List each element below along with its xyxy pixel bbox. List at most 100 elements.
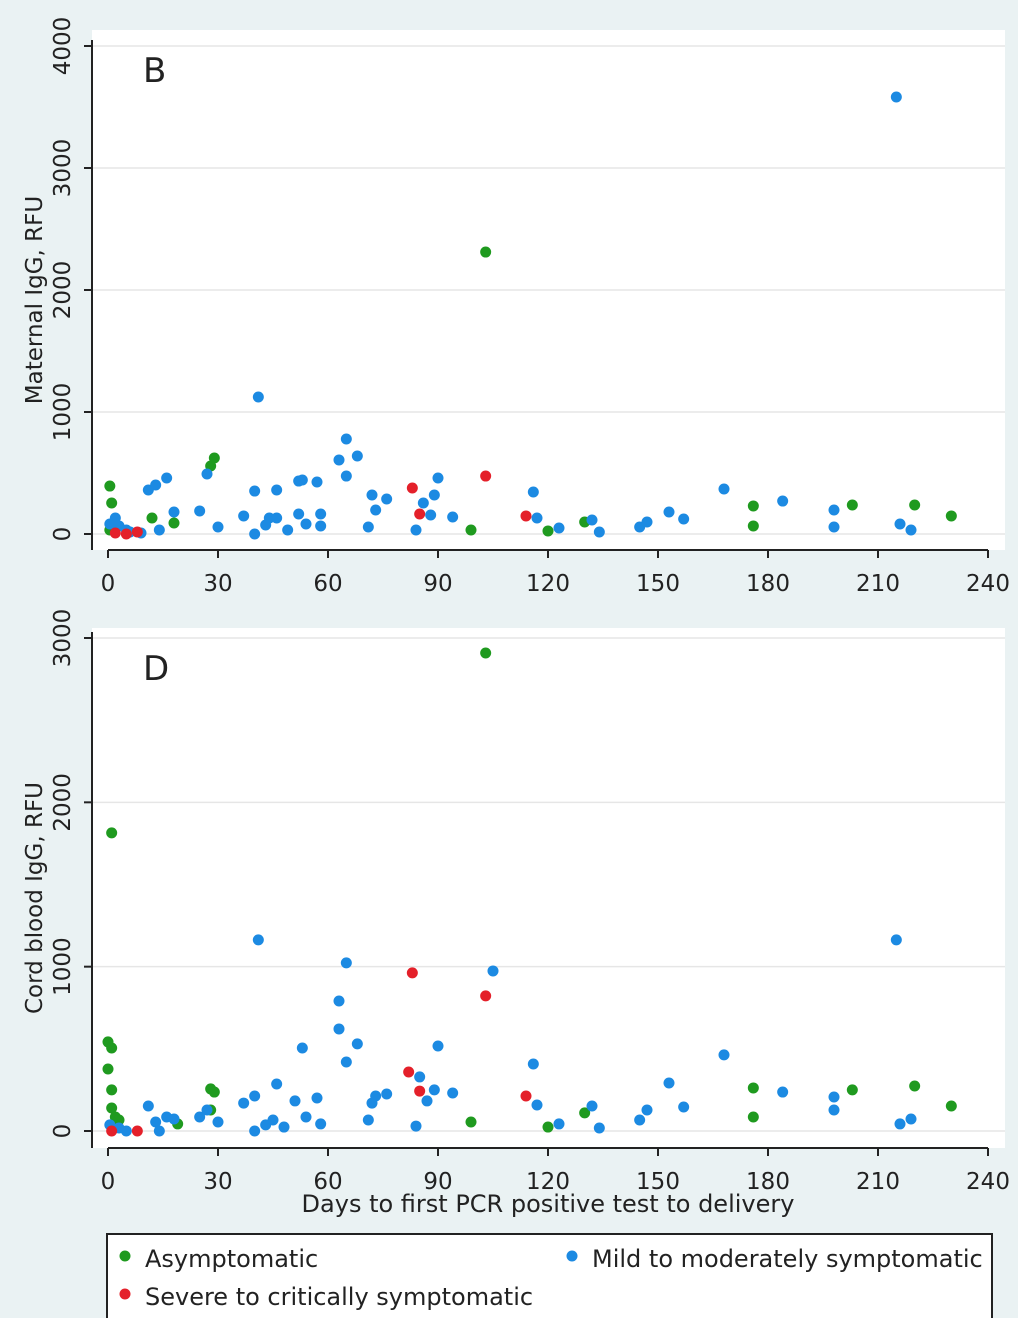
point <box>663 506 675 518</box>
y-axis-label: Cord blood IgG, RFU <box>22 782 48 1014</box>
point <box>909 1080 921 1092</box>
point <box>351 1038 363 1050</box>
point <box>315 1118 327 1130</box>
point <box>480 647 492 659</box>
point <box>593 1122 605 1134</box>
point <box>120 528 132 540</box>
point <box>641 516 653 528</box>
point <box>381 493 393 505</box>
legend-marker <box>119 1250 131 1262</box>
point <box>340 433 352 445</box>
point <box>249 528 261 540</box>
point <box>278 1121 290 1133</box>
point <box>846 1084 858 1096</box>
point <box>747 1082 759 1094</box>
point <box>747 1111 759 1123</box>
point <box>747 500 759 512</box>
point <box>428 489 440 501</box>
legend-label: Mild to moderately symptomatic <box>592 1245 983 1273</box>
x-tick-label: 120 <box>526 571 570 597</box>
point <box>905 1113 917 1125</box>
point <box>120 1125 132 1137</box>
point <box>106 1084 118 1096</box>
point <box>146 512 158 524</box>
point <box>894 518 906 530</box>
point <box>153 1125 165 1137</box>
point <box>421 1095 433 1107</box>
point <box>267 1114 279 1126</box>
plot-area <box>92 628 1005 1148</box>
point <box>718 483 730 495</box>
y-tick-label: 0 <box>50 527 76 542</box>
point <box>153 524 165 536</box>
point <box>381 1088 393 1100</box>
point <box>208 452 220 464</box>
point <box>252 934 264 946</box>
y-tick-label: 1000 <box>50 937 76 996</box>
point <box>289 1095 301 1107</box>
point <box>113 1114 125 1126</box>
point <box>403 1066 415 1078</box>
legend-box <box>106 1233 993 1318</box>
point <box>106 827 118 839</box>
point <box>106 1102 118 1114</box>
x-tick-label: 150 <box>636 571 680 597</box>
point <box>520 510 532 522</box>
point <box>370 1090 382 1102</box>
legend-label: Severe to critically symptomatic <box>145 1283 533 1311</box>
point <box>945 1100 957 1112</box>
point <box>890 934 902 946</box>
point <box>252 391 264 403</box>
point <box>362 1114 374 1126</box>
x-tick-label: 60 <box>313 571 342 597</box>
point <box>311 476 323 488</box>
x-tick-label: 120 <box>526 1169 570 1195</box>
x-tick-label: 90 <box>423 571 452 597</box>
point <box>527 486 539 498</box>
point <box>370 504 382 516</box>
point <box>142 1100 154 1112</box>
point <box>249 1090 261 1102</box>
point <box>102 1063 114 1075</box>
point <box>249 1125 261 1137</box>
point <box>212 521 224 533</box>
point <box>168 506 180 518</box>
point <box>527 1058 539 1070</box>
point <box>238 510 250 522</box>
point <box>447 1087 459 1099</box>
point <box>846 499 858 511</box>
point <box>104 480 116 492</box>
point <box>201 468 213 480</box>
point <box>296 1042 308 1054</box>
x-tick-label: 210 <box>856 1169 900 1195</box>
point <box>131 1125 143 1137</box>
point <box>480 990 492 1002</box>
point <box>406 482 418 494</box>
point <box>340 957 352 969</box>
point <box>417 497 429 509</box>
point <box>340 1056 352 1068</box>
point <box>208 1086 220 1098</box>
point <box>542 1121 554 1133</box>
point <box>271 512 283 524</box>
x-tick-label: 60 <box>313 1169 342 1195</box>
point <box>194 1111 206 1123</box>
point <box>593 526 605 538</box>
x-tick-label: 0 <box>101 571 116 597</box>
point <box>553 522 565 534</box>
point <box>201 1104 213 1116</box>
y-tick-label: 0 <box>50 1124 76 1139</box>
point <box>579 1107 591 1119</box>
x-tick-label: 180 <box>746 1169 790 1195</box>
point <box>718 1049 730 1061</box>
point <box>150 1116 162 1128</box>
point <box>300 1111 312 1123</box>
y-tick-label: 3000 <box>50 139 76 198</box>
point <box>487 965 499 977</box>
point <box>586 1100 598 1112</box>
point <box>212 1116 224 1128</box>
point <box>432 1040 444 1052</box>
x-tick-label: 240 <box>966 1169 1010 1195</box>
point <box>406 967 418 979</box>
point <box>586 514 598 526</box>
